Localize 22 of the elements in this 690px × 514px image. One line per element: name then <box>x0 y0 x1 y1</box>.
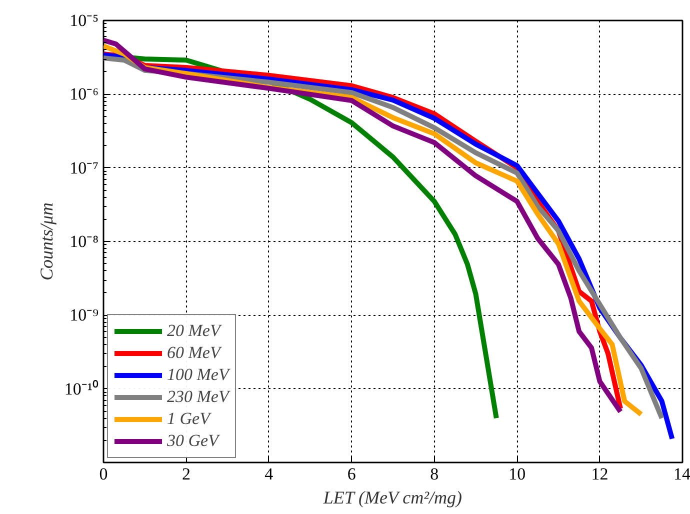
x-tick-label: 2 <box>182 464 190 484</box>
y-axis-title: Counts/μm <box>36 202 56 281</box>
x-tick-label: 8 <box>430 464 439 484</box>
y-tick-label: 10⁻⁹ <box>70 306 99 325</box>
x-tick-label: 6 <box>347 464 356 484</box>
x-axis-title: LET (MeV cm²/mg) <box>322 488 462 508</box>
legend-label: 1 GeV <box>167 409 210 429</box>
y-tick-label: 10⁻⁵ <box>70 11 99 30</box>
y-tick-label: 10⁻⁸ <box>70 232 99 251</box>
y-tick-label: 10⁻¹⁰ <box>64 379 99 398</box>
x-tick-label: 4 <box>264 464 274 484</box>
legend-label: 60 MeV <box>167 343 220 363</box>
y-tick-label: 10⁻⁷ <box>70 158 99 178</box>
x-tick-label: 12 <box>591 464 608 484</box>
x-tick-label: 14 <box>674 464 690 484</box>
x-tick-label: 0 <box>99 464 108 484</box>
legend-label: 230 MeV <box>167 387 229 407</box>
legend-label: 20 MeV <box>167 321 220 341</box>
y-tick-label: 10⁻⁶ <box>70 84 99 104</box>
legend-label: 100 MeV <box>167 365 229 385</box>
x-tick-label: 10 <box>508 464 526 484</box>
legend-label: 30 GeV <box>167 431 218 451</box>
